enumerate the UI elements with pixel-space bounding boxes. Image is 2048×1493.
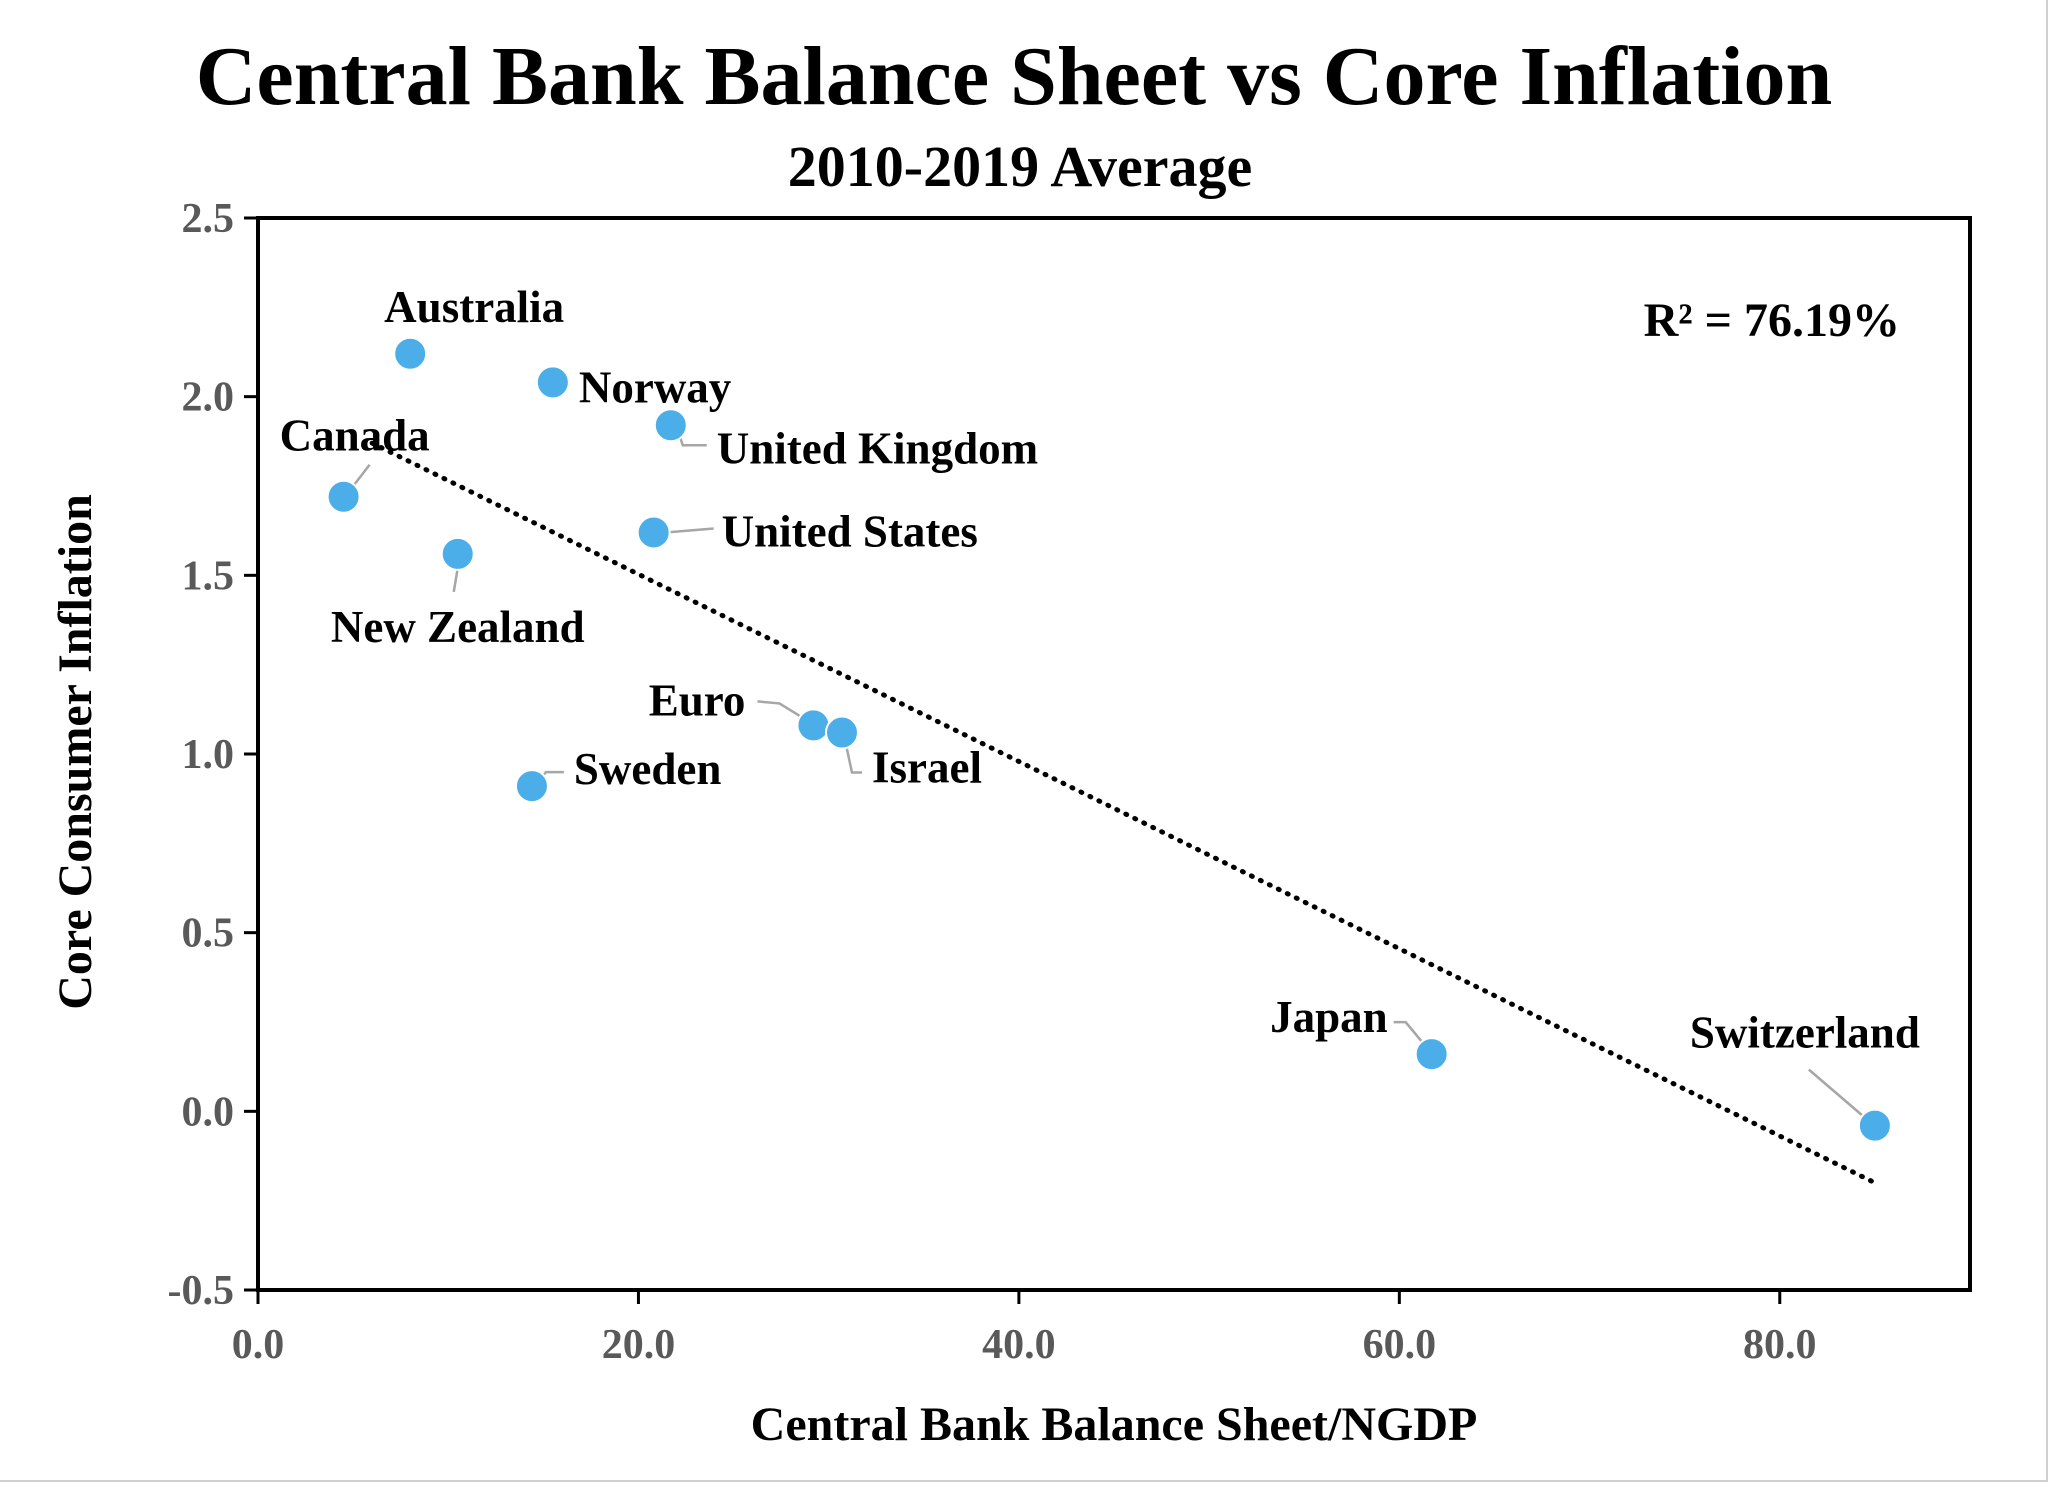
data-point-australia	[393, 336, 428, 371]
r-squared-annotation: R² = 76.19%	[1644, 294, 1900, 347]
data-point-japan	[1414, 1037, 1449, 1072]
leader-line-euro	[757, 700, 807, 721]
data-label-israel: Israel	[872, 743, 982, 793]
data-label-united-kingdom: United Kingdom	[717, 423, 1038, 473]
chart-title: Central Bank Balance Sheet vs Core Infla…	[196, 30, 1832, 123]
x-tick-label: 20.0	[602, 1322, 676, 1368]
x-tick-label: 0.0	[232, 1322, 285, 1368]
data-label-japan: Japan	[1270, 992, 1388, 1042]
data-point-canada	[326, 479, 361, 514]
leader-line-united-states	[665, 527, 714, 534]
data-label-norway: Norway	[579, 362, 732, 412]
data-label-united-states: United States	[722, 506, 978, 556]
y-tick-label: 1.5	[182, 553, 235, 599]
data-point-united-states	[636, 515, 671, 550]
data-label-switzerland: Switzerland	[1690, 1008, 1920, 1058]
y-tick-label: 0.5	[182, 911, 235, 957]
data-point-sweden	[514, 769, 549, 804]
x-tick-label: 60.0	[1363, 1322, 1437, 1368]
trendline	[369, 440, 1878, 1186]
data-point-euro	[796, 708, 831, 743]
y-tick-label: 0.0	[182, 1089, 235, 1135]
leader-line-new-zealand	[452, 567, 459, 593]
y-axis-title: Core Consumer Inflation	[49, 494, 102, 1010]
data-point-switzerland	[1857, 1108, 1892, 1143]
y-tick-label: 1.0	[182, 732, 235, 778]
leader-line-japan	[1393, 1020, 1427, 1047]
x-axis-title: Central Bank Balance Sheet/NGDP	[751, 1398, 1478, 1451]
data-point-new-zealand	[440, 536, 475, 571]
y-tick-label: 2.5	[182, 196, 235, 242]
data-label-euro: Euro	[649, 675, 746, 725]
data-label-new-zealand: New Zealand	[331, 602, 585, 652]
leader-line-switzerland	[1808, 1068, 1866, 1119]
data-point-israel	[824, 715, 859, 750]
data-point-norway	[535, 365, 570, 400]
y-tick-label: 2.0	[182, 375, 235, 421]
chart-subtitle: 2010-2019 Average	[788, 134, 1252, 199]
x-tick-label: 80.0	[1743, 1322, 1817, 1368]
y-tick-label: -0.5	[168, 1268, 235, 1314]
data-label-sweden: Sweden	[574, 744, 722, 794]
data-point-united-kingdom	[653, 408, 688, 443]
leader-line-israel	[844, 744, 862, 774]
data-label-australia: Australia	[384, 282, 564, 332]
x-tick-label: 40.0	[982, 1322, 1056, 1368]
plot-area: -0.5 0.0 0.5 1.0 1.5 2.0 2.5 0.0 20.0 40.0 60.0 80.…	[168, 196, 1972, 1368]
data-label-canada: Canada	[280, 411, 430, 461]
plot-frame	[256, 216, 1972, 1292]
